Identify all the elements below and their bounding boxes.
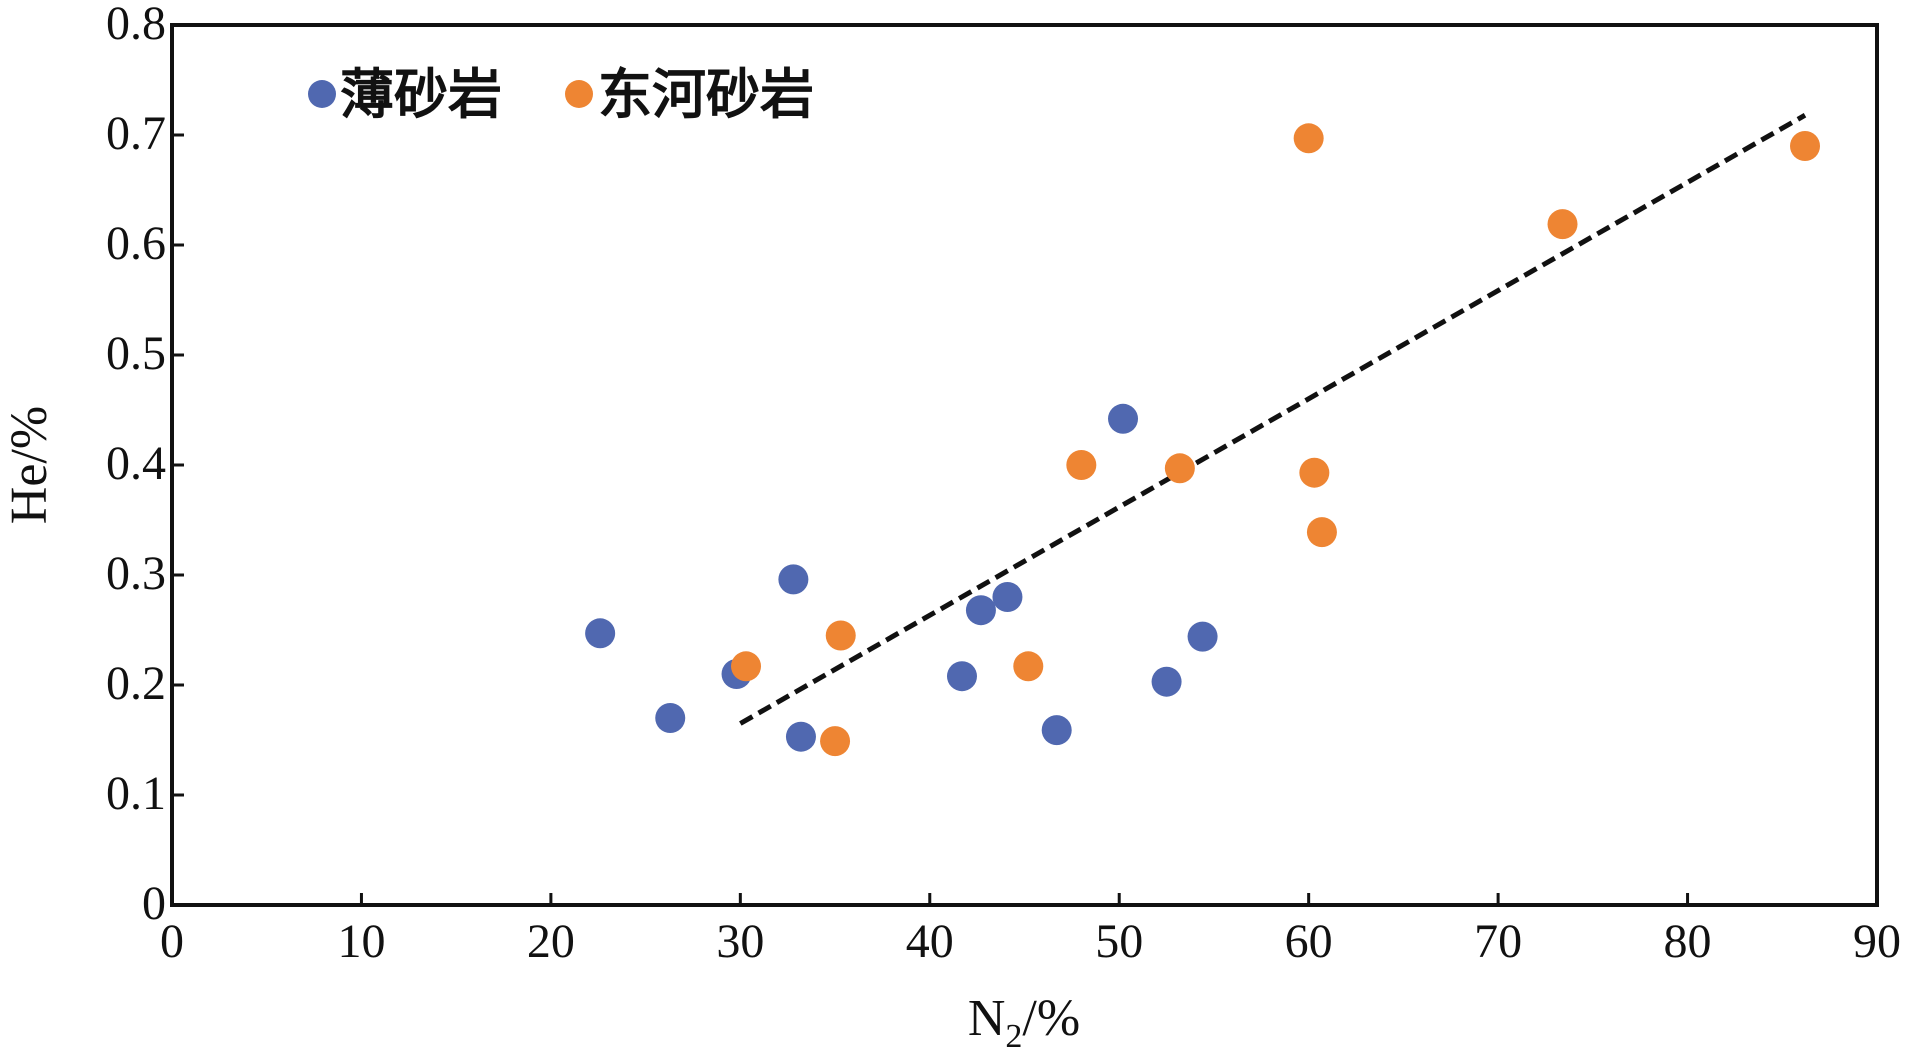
data-point-thin-sandstone (1041, 715, 1072, 746)
data-point-donghe-sandstone (820, 726, 851, 757)
data-point-thin-sandstone (785, 721, 816, 752)
data-point-thin-sandstone (946, 661, 977, 692)
x-tick-label: 90 (1853, 915, 1901, 968)
data-point-thin-sandstone (1187, 621, 1218, 652)
data-point-thin-sandstone (1108, 403, 1139, 434)
data-point-thin-sandstone (585, 618, 616, 649)
plot-frame (170, 23, 1879, 907)
y-tick-label: 0.1 (106, 767, 166, 820)
data-point-thin-sandstone (965, 595, 996, 626)
legend-marker-donghe-sandstone (565, 80, 593, 108)
y-tick-label: 0.3 (106, 547, 166, 600)
data-point-donghe-sandstone (1293, 123, 1324, 154)
x-tick-label: 20 (527, 915, 575, 968)
data-point-donghe-sandstone (1547, 209, 1578, 240)
y-tick-label: 0.8 (106, 0, 166, 50)
data-point-donghe-sandstone (1790, 131, 1821, 161)
legend-label-donghe-sandstone: 东河砂岩 (598, 63, 814, 126)
x-tick-label: 50 (1095, 915, 1143, 968)
y-axis-title: He/% (1, 406, 58, 524)
y-tick-label: 0.6 (106, 217, 166, 270)
data-point-donghe-sandstone (1306, 517, 1337, 548)
data-point-thin-sandstone (992, 582, 1023, 612)
data-point-donghe-sandstone (1164, 453, 1195, 484)
axis-ticks (170, 23, 1879, 907)
data-point-donghe-sandstone (1299, 457, 1330, 488)
axis-tick-labels: 0 10 20 30 40 50 60 70 80 90 0 0.1 0.2 0.3 0.4 0.5 0.6 0.… (106, 0, 1901, 968)
x-tick-label: 0 (160, 915, 184, 968)
y-tick-label: 0.7 (106, 107, 166, 160)
legend: 薄砂岩 东河砂岩 (308, 63, 814, 126)
y-tick-label: 0.5 (106, 327, 166, 380)
data-point-donghe-sandstone (731, 651, 762, 682)
data-point-donghe-sandstone (1066, 450, 1097, 480)
y-tick-label: 0 (142, 877, 166, 930)
data-point-donghe-sandstone (1013, 651, 1044, 682)
x-axis-title: N2/% (968, 990, 1080, 1050)
legend-label-thin-sandstone: 薄砂岩 (340, 63, 502, 126)
y-tick-label: 0.2 (106, 657, 166, 710)
legend-marker-thin-sandstone (308, 80, 336, 108)
x-tick-label: 70 (1474, 915, 1522, 968)
x-tick-label: 10 (337, 915, 385, 968)
data-point-donghe-sandstone (825, 620, 856, 651)
y-tick-label: 0.4 (106, 437, 166, 490)
x-tick-label: 30 (716, 915, 764, 968)
data-point-thin-sandstone (1151, 666, 1182, 697)
data-point-thin-sandstone (778, 564, 809, 595)
x-tick-label: 40 (906, 915, 954, 968)
x-tick-label: 80 (1664, 915, 1712, 968)
trendline (739, 113, 1807, 726)
data-points (585, 123, 1821, 757)
x-tick-label: 60 (1285, 915, 1333, 968)
data-point-thin-sandstone (655, 703, 686, 733)
